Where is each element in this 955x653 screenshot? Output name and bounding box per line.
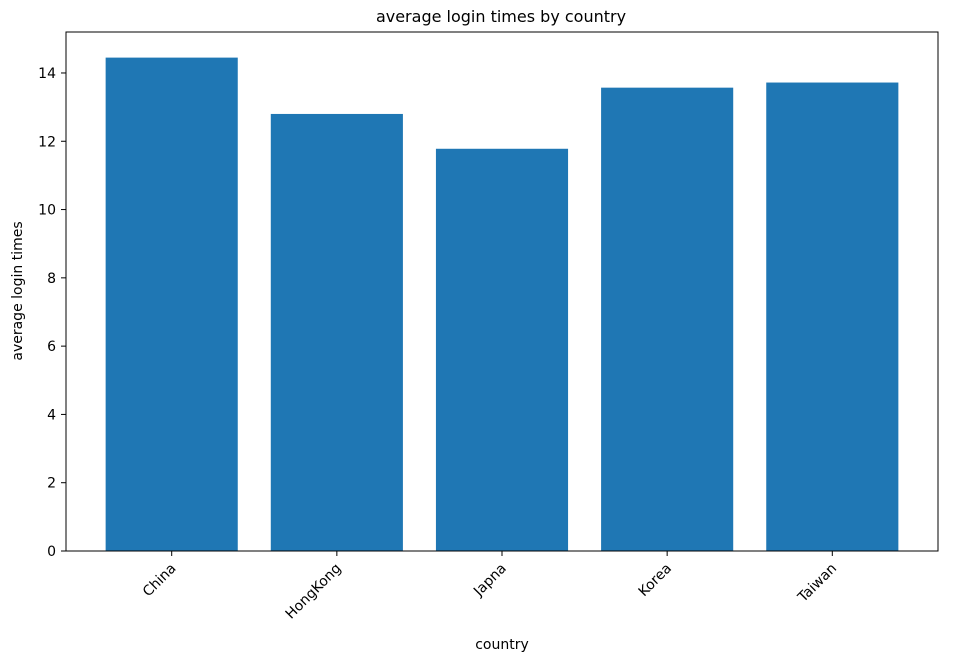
x-tick-label: Japna	[470, 561, 510, 601]
y-tick-label: 14	[38, 66, 56, 82]
y-axis-ticks: 0 2 4 6 8 10 12 14	[38, 66, 66, 560]
y-tick-label: 0	[47, 544, 56, 560]
y-axis-title: average login times	[10, 221, 26, 360]
bar-taiwan	[766, 82, 899, 551]
bar-korea	[601, 87, 734, 552]
chart-title: average login times by country	[376, 7, 626, 26]
x-tick-label: China	[140, 561, 180, 601]
y-tick-label: 12	[38, 134, 56, 150]
x-axis-ticks: China HongKong Japna Korea Taiwan	[140, 551, 840, 623]
y-tick-label: 4	[47, 407, 56, 423]
y-tick-label: 8	[47, 271, 56, 287]
y-tick-label: 2	[47, 476, 56, 492]
x-axis-title: country	[475, 637, 529, 653]
x-tick-label: HongKong	[283, 561, 345, 623]
bar-hongkong	[270, 113, 403, 552]
bar-china	[105, 57, 238, 551]
x-tick-label: Korea	[636, 561, 675, 600]
plot-frame	[65, 31, 939, 552]
y-tick-label: 10	[38, 203, 56, 219]
y-tick-label: 6	[47, 339, 56, 355]
bars-layer	[105, 57, 899, 552]
x-tick-label: Taiwan	[794, 561, 840, 607]
bar-japna	[435, 148, 569, 551]
